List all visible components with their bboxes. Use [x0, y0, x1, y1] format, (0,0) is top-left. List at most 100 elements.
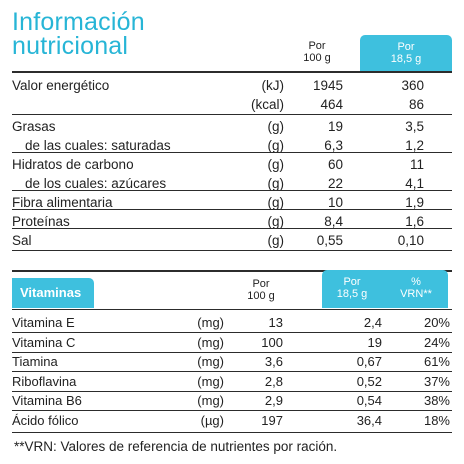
- value-per-100g: 22: [327, 176, 343, 191]
- vitamin-per-100g: 197: [261, 412, 283, 428]
- value-per-100g: 10: [327, 195, 343, 210]
- title-line-1: Información: [12, 8, 145, 36]
- vitamin-row: Ácido fólico (µg) 197 36,4 18%: [12, 411, 452, 430]
- value-per-portion: 1,2: [405, 138, 424, 153]
- nutrient-unit: (g): [267, 176, 285, 191]
- vitamin-label: Vitamina B6: [12, 393, 82, 408]
- vitamin-label: Tiamina: [12, 354, 58, 369]
- nutrient-label: Fibra alimentaria: [12, 195, 113, 210]
- nutrition-row: Fibra alimentaria (g) 10 1,9: [12, 193, 452, 212]
- value-per-portion: 4,1: [405, 176, 424, 191]
- value-per-100g: 1945: [312, 78, 343, 93]
- vitamin-vrn: 38%: [423, 393, 450, 408]
- vitamin-unit: (mg): [197, 315, 224, 330]
- row-separator: [12, 190, 452, 191]
- value-per-100g: 6,3: [324, 138, 343, 153]
- row-separator: [12, 332, 452, 333]
- vitamin-unit: (µg): [200, 412, 224, 428]
- nutrition-row: (kcal) 464 86: [12, 95, 452, 114]
- nutrient-label: Hidratos de carbono: [12, 157, 134, 172]
- vitamin-per-portion: 19: [367, 334, 382, 350]
- nutrient-label: Valor energético: [12, 78, 110, 93]
- value-per-portion: 1,9: [405, 195, 424, 210]
- row-separator: [12, 351, 452, 353]
- vitamin-unit: (mg): [197, 354, 224, 369]
- nutrition-row: de los cuales: azúcares (g) 22 4,1: [12, 174, 452, 193]
- page-title: Información nutricional: [12, 8, 145, 60]
- value-per-100g: 8,4: [324, 214, 343, 229]
- value-per-portion: 3,5: [405, 119, 424, 134]
- vitamins-header-vrn-label: % VRN**: [400, 276, 432, 300]
- vitamin-row: Tiamina (mg) 3,6 0,67 61%: [12, 352, 452, 371]
- vitamin-per-portion: 0,54: [356, 393, 382, 408]
- vitamin-label: Riboflavina: [12, 373, 77, 389]
- vitamin-unit: (mg): [197, 393, 224, 408]
- nutrient-label: de los cuales: azúcares: [25, 176, 167, 191]
- nutrition-row: de las cuales: saturadas (g) 6,3 1,2: [12, 136, 452, 155]
- vitamin-unit: (mg): [197, 334, 224, 350]
- vitamin-per-100g: 2,9: [264, 393, 283, 408]
- value-per-100g: 464: [320, 97, 343, 112]
- nutrition-row: Hidratos de carbono (g) 60 11: [12, 155, 452, 174]
- vitamin-vrn: 20%: [423, 315, 450, 330]
- vitamin-per-portion: 36,4: [356, 412, 382, 428]
- row-separator: [12, 371, 452, 372]
- value-per-portion: 86: [408, 97, 424, 112]
- title-line-2: nutricional: [12, 32, 129, 60]
- nutrition-row: Sal (g) 0,55 0,10: [12, 231, 452, 250]
- vitamin-row: Vitamina E (mg) 13 2,4 20%: [12, 313, 452, 332]
- vitamin-unit: (mg): [197, 373, 224, 389]
- row-separator: [12, 209, 452, 210]
- value-per-portion: 360: [401, 78, 424, 93]
- nutrient-label: de las cuales: saturadas: [25, 138, 171, 153]
- vitamin-per-portion: 0,52: [356, 373, 382, 389]
- vitamins-header-per-portion: Por 18,5 g % VRN**: [322, 270, 448, 308]
- nutrient-label: Proteínas: [12, 214, 70, 229]
- value-per-100g: 60: [327, 157, 343, 172]
- vitamin-per-100g: 13: [268, 315, 283, 330]
- vitamin-vrn: 61%: [423, 354, 450, 369]
- vitamin-row: Vitamina B6 (mg) 2,9 0,54 38%: [12, 391, 452, 410]
- footnote: **VRN: Valores de referencia de nutrient…: [14, 439, 338, 454]
- nutrition-header-per-100g: Por 100 g: [303, 40, 331, 64]
- row-separator: [12, 410, 452, 411]
- row-separator: [12, 390, 452, 392]
- vitamins-top-rule: [12, 270, 452, 272]
- row-separator: [12, 114, 452, 115]
- nutrition-row: Grasas (g) 19 3,5: [12, 117, 452, 136]
- vitamins-header-rule: [12, 309, 452, 310]
- vitamin-vrn: 18%: [423, 412, 450, 428]
- nutrient-label: Grasas: [12, 119, 56, 134]
- vitamin-label: Ácido fólico: [12, 412, 79, 428]
- vitamin-per-100g: 2,8: [264, 373, 283, 389]
- vitamins-header-per-100g: Por 100 g: [247, 278, 275, 302]
- vitamin-per-portion: 2,4: [363, 315, 382, 330]
- row-separator: [12, 228, 452, 229]
- nutrient-unit: (kcal): [251, 97, 284, 112]
- vitamin-row: Riboflavina (mg) 2,8 0,52 37%: [12, 372, 452, 391]
- vitamin-per-100g: 3,6: [264, 354, 283, 369]
- nutrient-label: Sal: [12, 233, 32, 248]
- nutrient-unit: (g): [267, 195, 285, 210]
- table-top-rule: [12, 71, 452, 73]
- nutrient-unit: (kJ): [261, 78, 285, 93]
- vitamin-per-portion: 0,67: [356, 354, 382, 369]
- vitamins-header-per-portion-label: Por 18,5 g: [336, 276, 368, 300]
- nutrient-unit: (g): [267, 138, 285, 153]
- value-per-portion: 1,6: [405, 214, 424, 229]
- vitamin-vrn: 24%: [423, 334, 450, 350]
- value-per-100g: 19: [327, 119, 343, 134]
- value-per-100g: 0,55: [316, 233, 343, 248]
- vitamins-section-label: Vitaminas: [12, 278, 94, 308]
- nutrition-row: Valor energético (kJ) 1945 360: [12, 76, 452, 95]
- value-per-portion: 11: [409, 157, 424, 172]
- nutrient-unit: (g): [267, 214, 285, 229]
- nutrient-unit: (g): [267, 157, 285, 172]
- row-separator: [12, 152, 452, 153]
- vitamin-label: Vitamina C: [12, 334, 76, 350]
- nutrition-bottom-rule: [12, 250, 452, 251]
- vitamin-label: Vitamina E: [12, 315, 75, 330]
- nutrient-unit: (g): [267, 233, 285, 248]
- vitamin-row: Vitamina C (mg) 100 19 24%: [12, 333, 452, 352]
- vitamin-per-100g: 100: [261, 334, 283, 350]
